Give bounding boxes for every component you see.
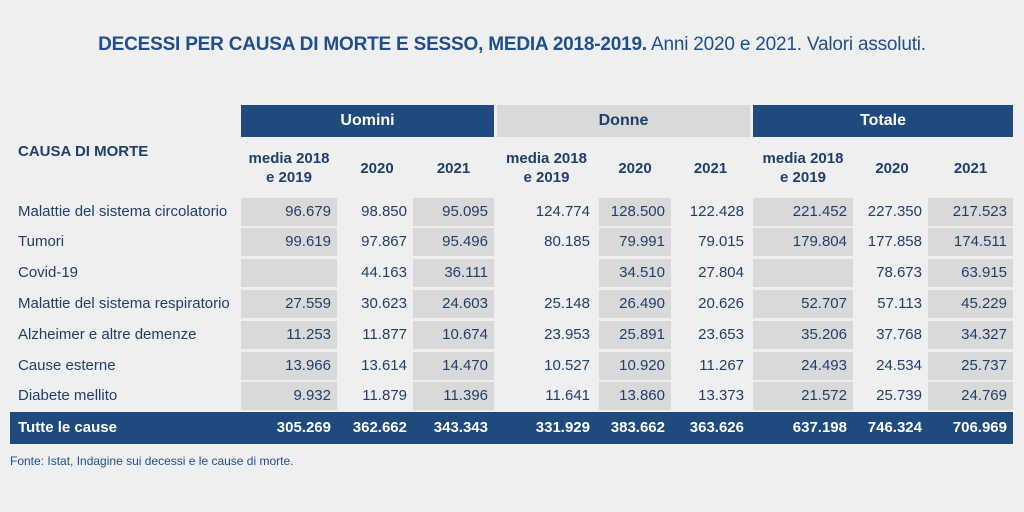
table-cell: 25.739 [876, 387, 922, 404]
total-cell: 305.269 [276, 419, 331, 436]
table-cell: 128.500 [599, 198, 671, 226]
table-cell: 24.603 [413, 290, 494, 318]
table-cell: 25.148 [544, 295, 590, 312]
table-cell: 35.206 [753, 321, 853, 349]
chart-title: DECESSI PER CAUSA DI MORTE E SESSO, MEDI… [0, 34, 1024, 56]
table-cell: 124.774 [535, 203, 590, 220]
column-header: 2021 [436, 159, 471, 177]
table-cell: 11.253 [241, 321, 337, 349]
column-header: media 2018 e 2019 [762, 150, 844, 186]
table-cell: 45.229 [928, 290, 1013, 318]
table-cell: 26.490 [599, 290, 671, 318]
table-cell: 37.768 [876, 326, 922, 343]
row-label: Alzheimer e altre demenze [18, 326, 197, 343]
table-cell: 23.653 [698, 326, 744, 343]
column-header: 2020 [360, 159, 394, 177]
table-cell: 95.095 [413, 198, 494, 226]
table-cell [241, 259, 337, 287]
column-header: 2021 [953, 159, 988, 177]
table-cell: 79.991 [599, 228, 671, 256]
table-cell: 24.534 [876, 357, 922, 374]
table-cell: 97.867 [361, 233, 407, 250]
cause-column-header: CAUSA DI MORTE [18, 143, 149, 160]
table-cell: 57.113 [877, 295, 922, 312]
table-cell: 99.619 [241, 228, 337, 256]
total-row-bar [10, 412, 1013, 444]
table-cell: 13.860 [599, 382, 671, 410]
table-cell: 30.623 [361, 295, 407, 312]
table-cell: 44.163 [361, 264, 407, 281]
table-cell: 13.966 [241, 352, 337, 380]
source-note: Fonte: Istat, Indagine sui decessi e le … [10, 454, 294, 468]
column-header: 2020 [618, 159, 652, 177]
total-cell: 746.324 [867, 419, 922, 436]
total-row-label: Tutte le cause [18, 419, 117, 436]
table-cell: 34.327 [928, 321, 1013, 349]
table-cell: 221.452 [753, 198, 853, 226]
row-label: Malattie del sistema respiratorio [18, 295, 230, 312]
row-label: Cause esterne [18, 357, 116, 374]
column-header: 2021 [693, 159, 728, 177]
column-header: media 2018 e 2019 [248, 150, 330, 186]
group-header-uomini: Uomini [241, 105, 494, 137]
total-cell: 706.969 [952, 419, 1007, 436]
row-label: Malattie del sistema circolatorio [18, 203, 228, 220]
table-cell: 11.641 [545, 387, 590, 404]
group-header-donne: Donne [497, 105, 750, 137]
total-cell: 637.198 [792, 419, 847, 436]
table-cell: 11.879 [362, 387, 407, 404]
row-label: Covid-19 [18, 264, 79, 281]
table-cell: 95.496 [413, 228, 494, 256]
table-cell: 98.850 [361, 203, 407, 220]
table-cell: 52.707 [753, 290, 853, 318]
table-cell: 174.511 [928, 228, 1013, 256]
total-cell: 383.662 [610, 419, 665, 436]
table-cell: 227.350 [867, 203, 922, 220]
table-cell: 80.185 [544, 233, 590, 250]
table-cell: 21.572 [753, 382, 853, 410]
group-header-totale: Totale [753, 105, 1013, 137]
column-header: media 2018 e 2019 [506, 150, 587, 186]
table-cell: 10.527 [544, 357, 590, 374]
table-cell: 79.015 [698, 233, 744, 250]
table-cell: 24.493 [753, 352, 853, 380]
table-cell: 27.804 [698, 264, 744, 281]
table-cell: 9.932 [241, 382, 337, 410]
row-label: Tumori [18, 233, 65, 250]
table-cell: 13.614 [361, 357, 407, 374]
table-cell: 13.373 [698, 387, 744, 404]
total-cell: 363.626 [689, 419, 744, 436]
row-label: Diabete mellito [18, 387, 118, 404]
table-cell: 122.428 [689, 203, 744, 220]
table-cell: 23.953 [544, 326, 590, 343]
table-cell: 177.858 [867, 233, 922, 250]
table-cell: 10.920 [599, 352, 671, 380]
table-cell: 27.559 [241, 290, 337, 318]
table-cell: 11.877 [362, 326, 407, 343]
table-cell: 63.915 [928, 259, 1013, 287]
table-cell: 11.267 [699, 357, 744, 374]
table-cell [497, 259, 596, 287]
table-cell: 78.673 [876, 264, 922, 281]
table-cell: 10.674 [413, 321, 494, 349]
column-header: 2020 [875, 159, 909, 177]
table-cell [753, 259, 853, 287]
total-cell: 331.929 [535, 419, 590, 436]
table-cell: 34.510 [599, 259, 671, 287]
table-cell: 96.679 [241, 198, 337, 226]
title-bold: DECESSI PER CAUSA DI MORTE E SESSO, MEDI… [98, 34, 647, 55]
table-cell: 24.769 [928, 382, 1013, 410]
table-cell: 20.626 [698, 295, 744, 312]
total-cell: 343.343 [433, 419, 488, 436]
table-cell: 25.737 [928, 352, 1013, 380]
table-cell: 14.470 [413, 352, 494, 380]
title-rest: Anni 2020 e 2021. Valori assoluti. [646, 34, 926, 55]
table-cell: 217.523 [928, 198, 1013, 226]
table-cell: 11.396 [413, 382, 494, 410]
table-cell: 179.804 [753, 228, 853, 256]
total-cell: 362.662 [352, 419, 407, 436]
table-cell: 25.891 [599, 321, 671, 349]
table-cell: 36.111 [413, 259, 494, 287]
